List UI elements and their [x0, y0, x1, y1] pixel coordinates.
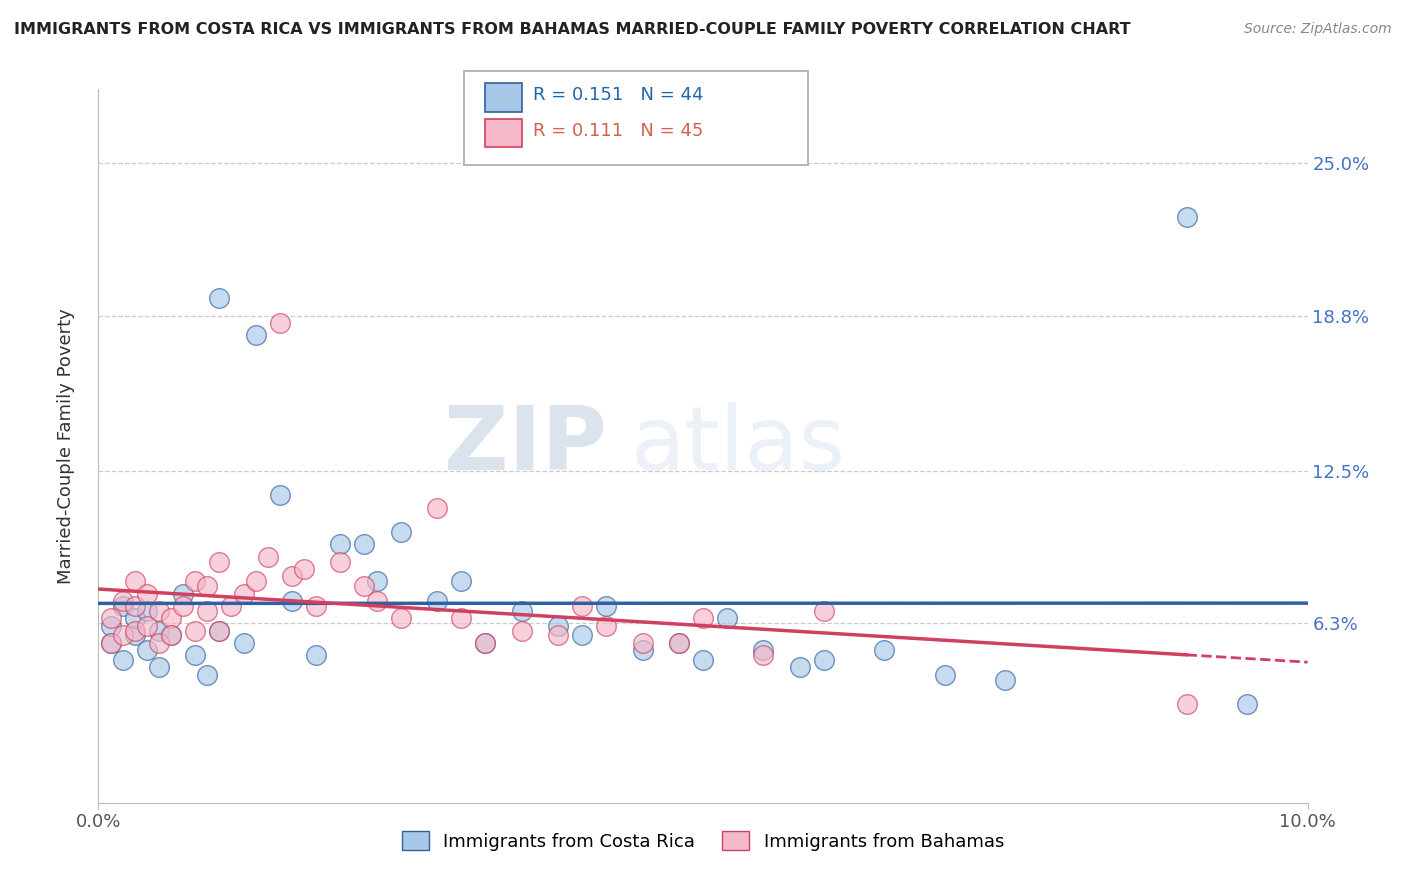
Point: [353, 579, 375, 593]
Point: [571, 599, 593, 613]
Point: [111, 599, 134, 613]
Point: [1236, 698, 1258, 712]
Point: [135, 604, 157, 618]
Point: [1175, 210, 1198, 224]
Y-axis label: Married-Couple Family Poverty: Married-Couple Family Poverty: [56, 308, 75, 584]
Point: [426, 594, 449, 608]
Point: [124, 611, 146, 625]
Point: [716, 611, 738, 625]
Point: [221, 599, 243, 613]
Point: [208, 555, 231, 569]
Point: [100, 636, 122, 650]
Point: [184, 624, 207, 638]
Point: [426, 500, 449, 515]
Point: [148, 660, 170, 674]
Point: [195, 604, 218, 618]
Point: [450, 611, 472, 625]
Point: [813, 604, 835, 618]
Text: IMMIGRANTS FROM COSTA RICA VS IMMIGRANTS FROM BAHAMAS MARRIED-COUPLE FAMILY POVE: IMMIGRANTS FROM COSTA RICA VS IMMIGRANTS…: [14, 22, 1130, 37]
Point: [292, 562, 315, 576]
Point: [208, 291, 231, 305]
Point: [692, 653, 714, 667]
Point: [547, 628, 569, 642]
Legend: Immigrants from Costa Rica, Immigrants from Bahamas: Immigrants from Costa Rica, Immigrants f…: [395, 824, 1011, 858]
Point: [631, 636, 654, 650]
Point: [668, 636, 690, 650]
Point: [547, 618, 569, 632]
Text: ZIP: ZIP: [443, 402, 606, 490]
Point: [232, 587, 254, 601]
Point: [245, 328, 267, 343]
Text: atlas: atlas: [630, 402, 845, 490]
Point: [148, 624, 170, 638]
Point: [135, 643, 157, 657]
Point: [692, 611, 714, 625]
Point: [148, 636, 170, 650]
Point: [100, 618, 122, 632]
Point: [752, 643, 775, 657]
Point: [111, 594, 134, 608]
Text: R = 0.151   N = 44: R = 0.151 N = 44: [533, 87, 703, 104]
Point: [366, 574, 388, 589]
Text: Source: ZipAtlas.com: Source: ZipAtlas.com: [1244, 22, 1392, 37]
Point: [172, 587, 194, 601]
Point: [184, 648, 207, 662]
Point: [450, 574, 472, 589]
Point: [752, 648, 775, 662]
Point: [366, 594, 388, 608]
Point: [305, 599, 328, 613]
Point: [195, 668, 218, 682]
Point: [873, 643, 896, 657]
Point: [934, 668, 956, 682]
Point: [994, 673, 1017, 687]
Point: [281, 594, 304, 608]
Point: [389, 611, 412, 625]
Point: [111, 628, 134, 642]
Point: [329, 537, 352, 551]
Point: [245, 574, 267, 589]
Point: [510, 604, 533, 618]
Point: [571, 628, 593, 642]
Point: [269, 316, 291, 330]
Point: [353, 537, 375, 551]
Point: [184, 574, 207, 589]
Point: [195, 579, 218, 593]
Point: [208, 624, 231, 638]
Point: [135, 587, 157, 601]
Point: [595, 618, 617, 632]
Point: [124, 599, 146, 613]
Point: [100, 611, 122, 625]
Point: [148, 604, 170, 618]
Point: [474, 636, 496, 650]
Point: [789, 660, 811, 674]
Point: [389, 525, 412, 540]
Point: [305, 648, 328, 662]
Point: [160, 628, 183, 642]
Point: [172, 599, 194, 613]
Point: [281, 569, 304, 583]
Point: [474, 636, 496, 650]
Point: [595, 599, 617, 613]
Point: [329, 555, 352, 569]
Point: [208, 624, 231, 638]
Point: [160, 611, 183, 625]
Point: [510, 624, 533, 638]
Point: [269, 488, 291, 502]
Point: [111, 653, 134, 667]
Point: [124, 628, 146, 642]
Text: R = 0.111   N = 45: R = 0.111 N = 45: [533, 122, 703, 140]
Point: [135, 618, 157, 632]
Point: [124, 574, 146, 589]
Point: [100, 636, 122, 650]
Point: [232, 636, 254, 650]
Point: [1175, 698, 1198, 712]
Point: [124, 624, 146, 638]
Point: [631, 643, 654, 657]
Point: [256, 549, 278, 564]
Point: [813, 653, 835, 667]
Point: [160, 628, 183, 642]
Point: [668, 636, 690, 650]
